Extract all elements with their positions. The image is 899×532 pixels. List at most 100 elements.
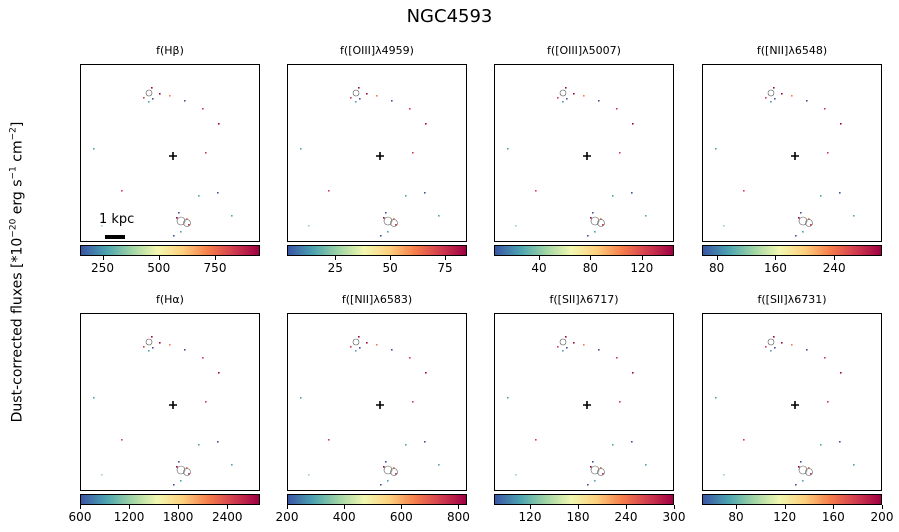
colorbar-tick-label: 120 [773, 510, 797, 524]
emission-speck [781, 342, 783, 344]
contour [176, 216, 186, 226]
nucleus-marker [791, 401, 799, 409]
contour [767, 338, 775, 346]
contour [183, 219, 191, 227]
emission-speck [186, 218, 188, 220]
colorbar-tick [784, 505, 786, 509]
nucleus-marker [791, 152, 799, 160]
emission-speck [557, 97, 559, 99]
contour [559, 89, 567, 97]
flux-map-svg [93, 336, 233, 486]
colorbar-tick [287, 505, 288, 509]
colorbar-tick-label: 400 [332, 510, 356, 524]
contour [390, 468, 398, 476]
flux-map: 1 kpc [80, 64, 260, 242]
emission-speck [169, 95, 171, 97]
emission-speck [619, 401, 621, 403]
colorbar-tick [227, 505, 229, 509]
contour [767, 89, 775, 97]
emission-speck [612, 195, 614, 197]
ylabel-prefix: Dust-corrected fluxes [*10 [9, 237, 26, 423]
colorbar-tick [834, 256, 836, 260]
flux-map-svg [507, 87, 647, 237]
colorbar-tick [215, 256, 216, 260]
emission-speck [188, 473, 190, 475]
emission-speck [424, 441, 426, 443]
emission-speck [300, 148, 302, 150]
colorbar [494, 245, 674, 256]
emission-speck [202, 108, 204, 110]
colorbar-tick-label: 200 [275, 510, 299, 524]
emission-speck [598, 349, 600, 351]
colorbar-tick-label: 200 [870, 510, 894, 524]
emission-speck [121, 190, 123, 192]
emission-speck [176, 466, 178, 468]
flux-map [702, 313, 882, 491]
emission-speck [176, 217, 178, 219]
emission-speck [380, 484, 382, 486]
emission-speck [565, 87, 567, 89]
contour [798, 216, 808, 226]
colorbar-tick [344, 505, 346, 509]
emission-speck [231, 215, 233, 217]
contour [597, 468, 605, 476]
emission-speck [715, 397, 717, 399]
colorbar [287, 245, 467, 256]
flux-map-svg [93, 87, 233, 237]
emission-speck [217, 441, 219, 443]
colorbar-tick-label: 800 [446, 510, 470, 524]
emission-speck [218, 123, 220, 125]
contour [805, 219, 813, 227]
emission-speck [178, 461, 180, 463]
colorbar-tick-label: 160 [764, 261, 787, 275]
emission-speck [93, 397, 95, 399]
contour [559, 338, 567, 346]
contour [383, 465, 393, 475]
emission-speck [566, 98, 568, 100]
emission-speck [385, 461, 387, 463]
flux-map [702, 64, 882, 242]
emission-speck [151, 336, 153, 338]
emission-speck [405, 195, 407, 197]
colorbar-tick-label: 1800 [162, 510, 194, 524]
emission-speck [180, 480, 182, 482]
emission-speck [355, 350, 357, 352]
emission-speck [535, 190, 537, 192]
emission-speck [218, 372, 220, 374]
emission-speck [743, 190, 745, 192]
emission-speck [101, 474, 103, 476]
emission-speck [800, 212, 802, 214]
emission-speck [148, 350, 150, 352]
contour [590, 465, 600, 475]
emission-speck [770, 101, 772, 103]
figure-title: NGC4593 [406, 6, 493, 27]
emission-speck [587, 484, 589, 486]
flux-map-svg [507, 336, 647, 486]
emission-speck [366, 342, 368, 344]
flux-map [494, 64, 674, 242]
emission-speck [151, 87, 153, 89]
emission-speck [616, 357, 618, 359]
contour [183, 468, 191, 476]
emission-speck [840, 372, 842, 374]
emission-speck [602, 224, 604, 226]
emission-speck [202, 357, 204, 359]
colorbar-tick-label: 180 [566, 510, 590, 524]
emission-speck [765, 346, 767, 348]
emission-speck [770, 350, 772, 352]
emission-speck [715, 148, 717, 150]
emission-speck [198, 444, 200, 446]
nucleus-marker [169, 401, 177, 409]
colorbar-tick-label: 50 [382, 261, 398, 275]
emission-speck [385, 212, 387, 214]
contour [145, 89, 153, 97]
colorbar-tick [539, 256, 540, 260]
colorbar-tick [716, 256, 718, 260]
emission-speck [350, 346, 352, 348]
panel-title: f([OIII]λ4959) [340, 44, 414, 57]
colorbar-tick-label: 80 [709, 261, 725, 275]
emission-speck [824, 108, 826, 110]
emission-speck [773, 336, 775, 338]
colorbar [80, 494, 260, 505]
emission-speck [840, 123, 842, 125]
